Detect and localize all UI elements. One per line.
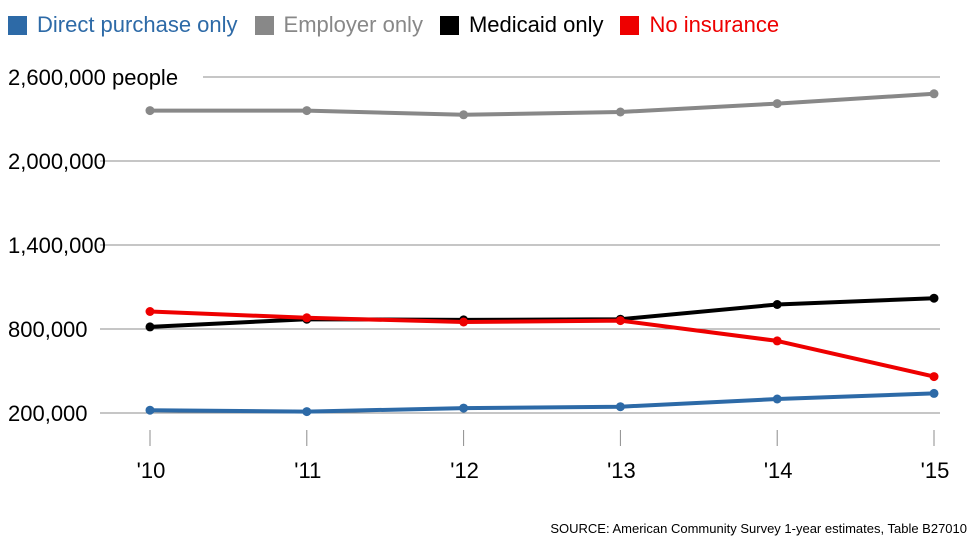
legend-swatch-direct-purchase: [8, 15, 27, 35]
data-point-no-insurance: [302, 313, 312, 323]
y-tick-label: 1,400,000: [8, 233, 106, 258]
x-tick-label: '14: [764, 458, 793, 483]
series-line-direct-purchase-only: [148, 391, 936, 414]
legend-swatch-medicaid: [439, 15, 459, 35]
data-point-employer-only: [772, 99, 782, 109]
data-point-medicaid-only: [929, 293, 939, 303]
x-tick-label: '10: [137, 458, 166, 483]
data-point-employer-only: [615, 107, 625, 117]
source-note: SOURCE: American Community Survey 1-year…: [550, 521, 967, 536]
y-tick-label: 200,000: [8, 401, 88, 426]
legend-item-direct-purchase: Direct purchase only: [8, 12, 238, 38]
legend-label-medicaid: Medicaid only: [468, 12, 604, 37]
data-point-employer-only: [302, 106, 312, 116]
legend: Direct purchase only Employer only Medic…: [8, 12, 796, 38]
data-point-medicaid-only: [145, 322, 155, 332]
data-point-direct-purchase-only: [929, 388, 939, 398]
data-point-employer-only: [145, 106, 155, 116]
data-point-direct-purchase-only: [459, 403, 469, 413]
series-line-no-insurance: [148, 309, 936, 379]
data-point-medicaid-only: [772, 300, 782, 309]
data-point-no-insurance: [145, 307, 155, 316]
data-point-direct-purchase-only: [772, 394, 782, 404]
legend-swatch-no-insurance: [620, 15, 640, 35]
x-tick-label: '11: [294, 458, 321, 483]
series-line-employer-only: [148, 91, 936, 117]
legend-item-medicaid: Medicaid only: [439, 12, 604, 38]
x-tick-label: '12: [450, 458, 479, 483]
data-point-direct-purchase-only: [302, 407, 312, 417]
data-point-direct-purchase-only: [615, 402, 625, 412]
data-point-no-insurance: [929, 372, 939, 382]
data-point-direct-purchase-only: [145, 405, 155, 415]
legend-label-direct-purchase: Direct purchase only: [37, 12, 238, 37]
data-point-no-insurance: [459, 317, 469, 327]
data-point-no-insurance: [615, 316, 625, 326]
legend-label-employer: Employer only: [283, 12, 423, 37]
data-point-employer-only: [929, 89, 939, 99]
x-tick-label: '13: [607, 458, 636, 483]
x-tick-label: '15: [921, 458, 950, 483]
legend-item-no-insurance: No insurance: [620, 12, 779, 38]
y-tick-label: 2,000,000: [8, 149, 106, 174]
legend-item-employer: Employer only: [254, 12, 423, 38]
legend-label-no-insurance: No insurance: [649, 12, 780, 37]
y-tick-label: 800,000: [8, 317, 88, 342]
legend-swatch-employer: [254, 15, 274, 35]
data-point-no-insurance: [772, 336, 782, 346]
y-tick-label: 2,600,000 people: [8, 65, 178, 90]
data-point-employer-only: [459, 110, 469, 120]
